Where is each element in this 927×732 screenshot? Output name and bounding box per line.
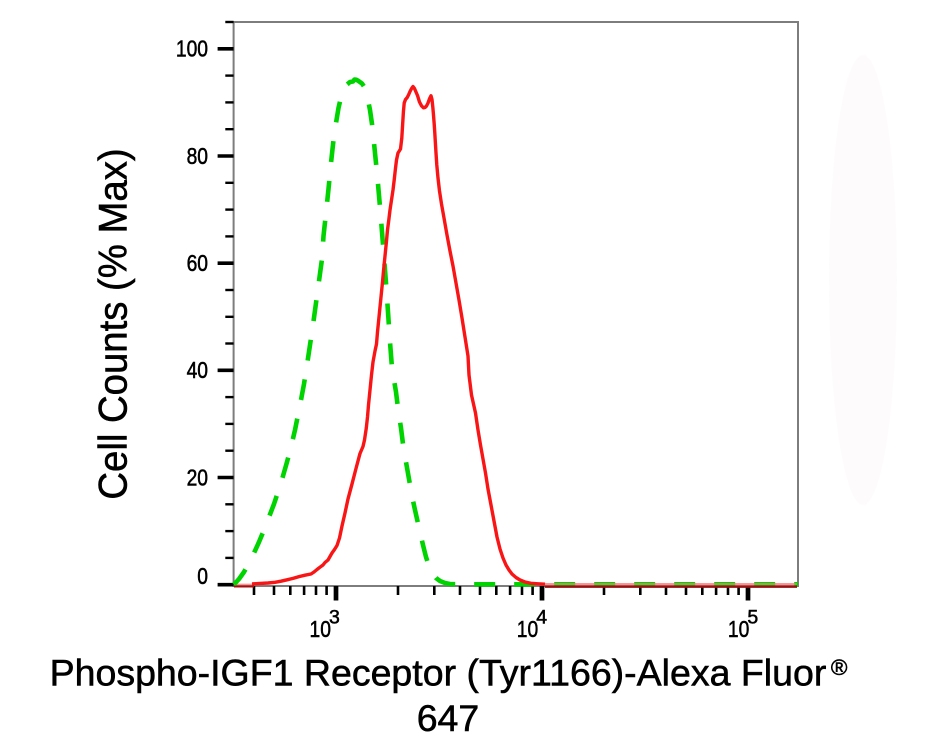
svg-text:0: 0 bbox=[197, 563, 208, 589]
svg-text:Phospho-IGF1 Receptor (Tyr1166: Phospho-IGF1 Receptor (Tyr1166)-Alexa Fl… bbox=[50, 652, 848, 694]
svg-text:40: 40 bbox=[187, 357, 208, 383]
svg-text:10: 10 bbox=[728, 616, 749, 642]
svg-text:10: 10 bbox=[517, 616, 538, 642]
svg-text:4: 4 bbox=[536, 607, 547, 629]
svg-text:60: 60 bbox=[187, 250, 208, 276]
svg-text:10: 10 bbox=[310, 616, 331, 642]
svg-text:Cell Counts (% Max): Cell Counts (% Max) bbox=[92, 148, 136, 499]
svg-text:5: 5 bbox=[747, 607, 758, 629]
svg-text:80: 80 bbox=[187, 143, 208, 169]
svg-text:20: 20 bbox=[187, 465, 208, 491]
svg-text:100: 100 bbox=[176, 36, 208, 62]
svg-text:3: 3 bbox=[329, 607, 340, 629]
svg-text:647: 647 bbox=[417, 697, 480, 732]
